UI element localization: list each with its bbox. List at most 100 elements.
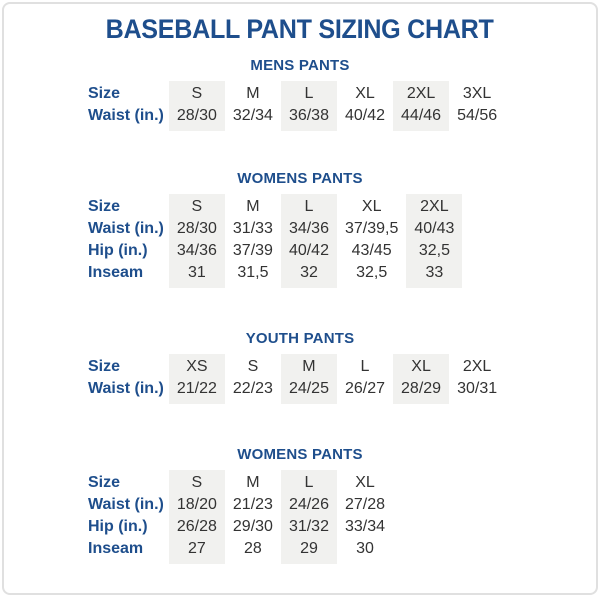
section-womens-pants: WOMENS PANTS Size S M L XL Waist (in.) 18/20 21/… [4,447,596,564]
table-cell: 31,5 [237,264,269,281]
row-label: Size [88,358,121,375]
table-cell: 32,5 [356,264,388,281]
table-row: Size S M L XL [88,470,393,494]
table-cell: 30/31 [457,380,498,397]
table-cell: M [246,474,260,491]
table-cell: 37/39,5 [344,220,399,237]
table-cell: S [168,81,225,105]
table-cell: 21/23 [232,496,273,513]
table-cell: 2XL [462,358,492,375]
size-table: Size S M L XL 2XL 3XL Waist (in.) 28/30 32/34 36/3… [88,81,505,131]
table-cell: 40/42 [280,240,337,262]
row-label: Inseam [88,264,144,281]
table-row: Inseam 31 31,5 32 32,5 33 [88,262,463,288]
table-cell: 31/33 [232,220,273,237]
row-label: Size [88,198,121,215]
section-heading: WOMENS PANTS [237,446,363,463]
table-row: Size S M L XL 2XL 3XL [88,81,505,105]
table-cell: 28 [244,540,262,557]
table-cell: 44/46 [393,105,450,131]
table-cell: 32,5 [406,240,463,262]
table-cell: 3XL [462,85,492,102]
table-cell: 2XL [393,81,450,105]
table-cell: 33/34 [344,518,386,535]
table-cell: XL [393,354,450,378]
table-cell: 29 [280,538,337,564]
table-cell: 26/27 [344,380,386,397]
table-cell: 33 [406,262,463,288]
table-cell: L [280,81,337,105]
table-cell: L [280,470,337,494]
table-cell: 43/45 [351,242,392,259]
table-cell: 27 [168,538,225,564]
table-cell: M [246,198,260,215]
section-heading: MENS PANTS [250,57,350,74]
table-cell: 31/32 [280,516,337,538]
section-youth-pants: YOUTH PANTS Size XS S M L XL 2XL Waist (in.) 21/2… [4,331,596,404]
section-mens-pants: MENS PANTS Size S M L XL 2XL 3XL Waist (in.) 28/3… [4,58,596,131]
table-cell: 37/39 [232,242,273,259]
row-label: Waist (in.) [88,496,164,513]
section-heading: WOMENS PANTS [237,170,363,187]
table-cell: L [360,358,370,375]
table-cell: 34/36 [280,218,337,240]
size-table: Size XS S M L XL 2XL Waist (in.) 21/22 22/23 24/25… [88,354,505,404]
row-label: Inseam [88,540,144,557]
table-cell: 28/30 [168,218,225,240]
table-row: Waist (in.) 28/30 32/34 36/38 40/42 44/46 54/5… [88,105,505,131]
table-cell: 32 [280,262,337,288]
table-cell: 21/22 [168,378,225,404]
table-cell: 28/30 [168,105,225,131]
table-cell: 34/36 [168,240,225,262]
table-cell: XS [168,354,225,378]
table-cell: 54/56 [457,107,498,124]
row-label: Waist (in.) [88,107,164,124]
section-womens-pants: WOMENS PANTS Size S M L XL 2XL Waist (in.) 28/30… [4,171,596,288]
table-row: Size XS S M L XL 2XL [88,354,505,378]
table-cell: XL [355,85,375,102]
table-row: Hip (in.) 26/28 29/30 31/32 33/34 [88,516,393,538]
table-cell: M [246,85,260,102]
table-cell: 22/23 [232,380,273,397]
table-cell: S [168,470,225,494]
table-cell: 24/26 [280,494,337,516]
table-cell: 40/43 [406,218,463,240]
size-table: Size S M L XL Waist (in.) 18/20 21/23 24/26 27/28… [88,470,393,564]
table-row: Waist (in.) 28/30 31/33 34/36 37/39,5 40/43 [88,218,463,240]
table-cell: M [280,354,337,378]
table-cell: S [168,194,225,218]
sizing-sections: MENS PANTS Size S M L XL 2XL 3XL Waist (in.) 28/3… [4,58,596,564]
table-cell: L [280,194,337,218]
section-heading: YOUTH PANTS [245,330,355,347]
table-cell: 2XL [406,194,463,218]
row-label: Size [88,474,121,491]
table-row: Inseam 27 28 29 30 [88,538,393,564]
table-cell: 31 [168,262,225,288]
table-cell: 18/20 [168,494,225,516]
table-row: Size S M L XL 2XL [88,194,463,218]
page-title-text: BASEBALL PANT SIZING CHART [105,14,494,44]
table-cell: 27/28 [344,496,386,513]
row-label: Hip (in.) [88,518,148,535]
table-cell: 29/30 [232,518,273,535]
table-cell: 32/34 [232,107,273,124]
table-row: Waist (in.) 21/22 22/23 24/25 26/27 28/29 30/3… [88,378,505,404]
table-cell: 30 [356,540,374,557]
table-row: Hip (in.) 34/36 37/39 40/42 43/45 32,5 [88,240,463,262]
row-label: Size [88,85,121,102]
table-cell: 36/38 [280,105,337,131]
table-cell: 40/42 [344,107,386,124]
row-label: Waist (in.) [88,380,164,397]
table-cell: XL [355,474,375,491]
table-row: Waist (in.) 18/20 21/23 24/26 27/28 [88,494,393,516]
page-title: BASEBALL PANT SIZING CHART [4,14,596,45]
table-cell: 28/29 [393,378,450,404]
table-cell: 26/28 [168,516,225,538]
row-label: Hip (in.) [88,242,148,259]
table-cell: S [247,358,259,375]
row-label: Waist (in.) [88,220,164,237]
table-cell: 24/25 [280,378,337,404]
table-cell: XL [361,198,382,215]
size-table: Size S M L XL 2XL Waist (in.) 28/30 31/33 34/36 37… [88,194,463,288]
